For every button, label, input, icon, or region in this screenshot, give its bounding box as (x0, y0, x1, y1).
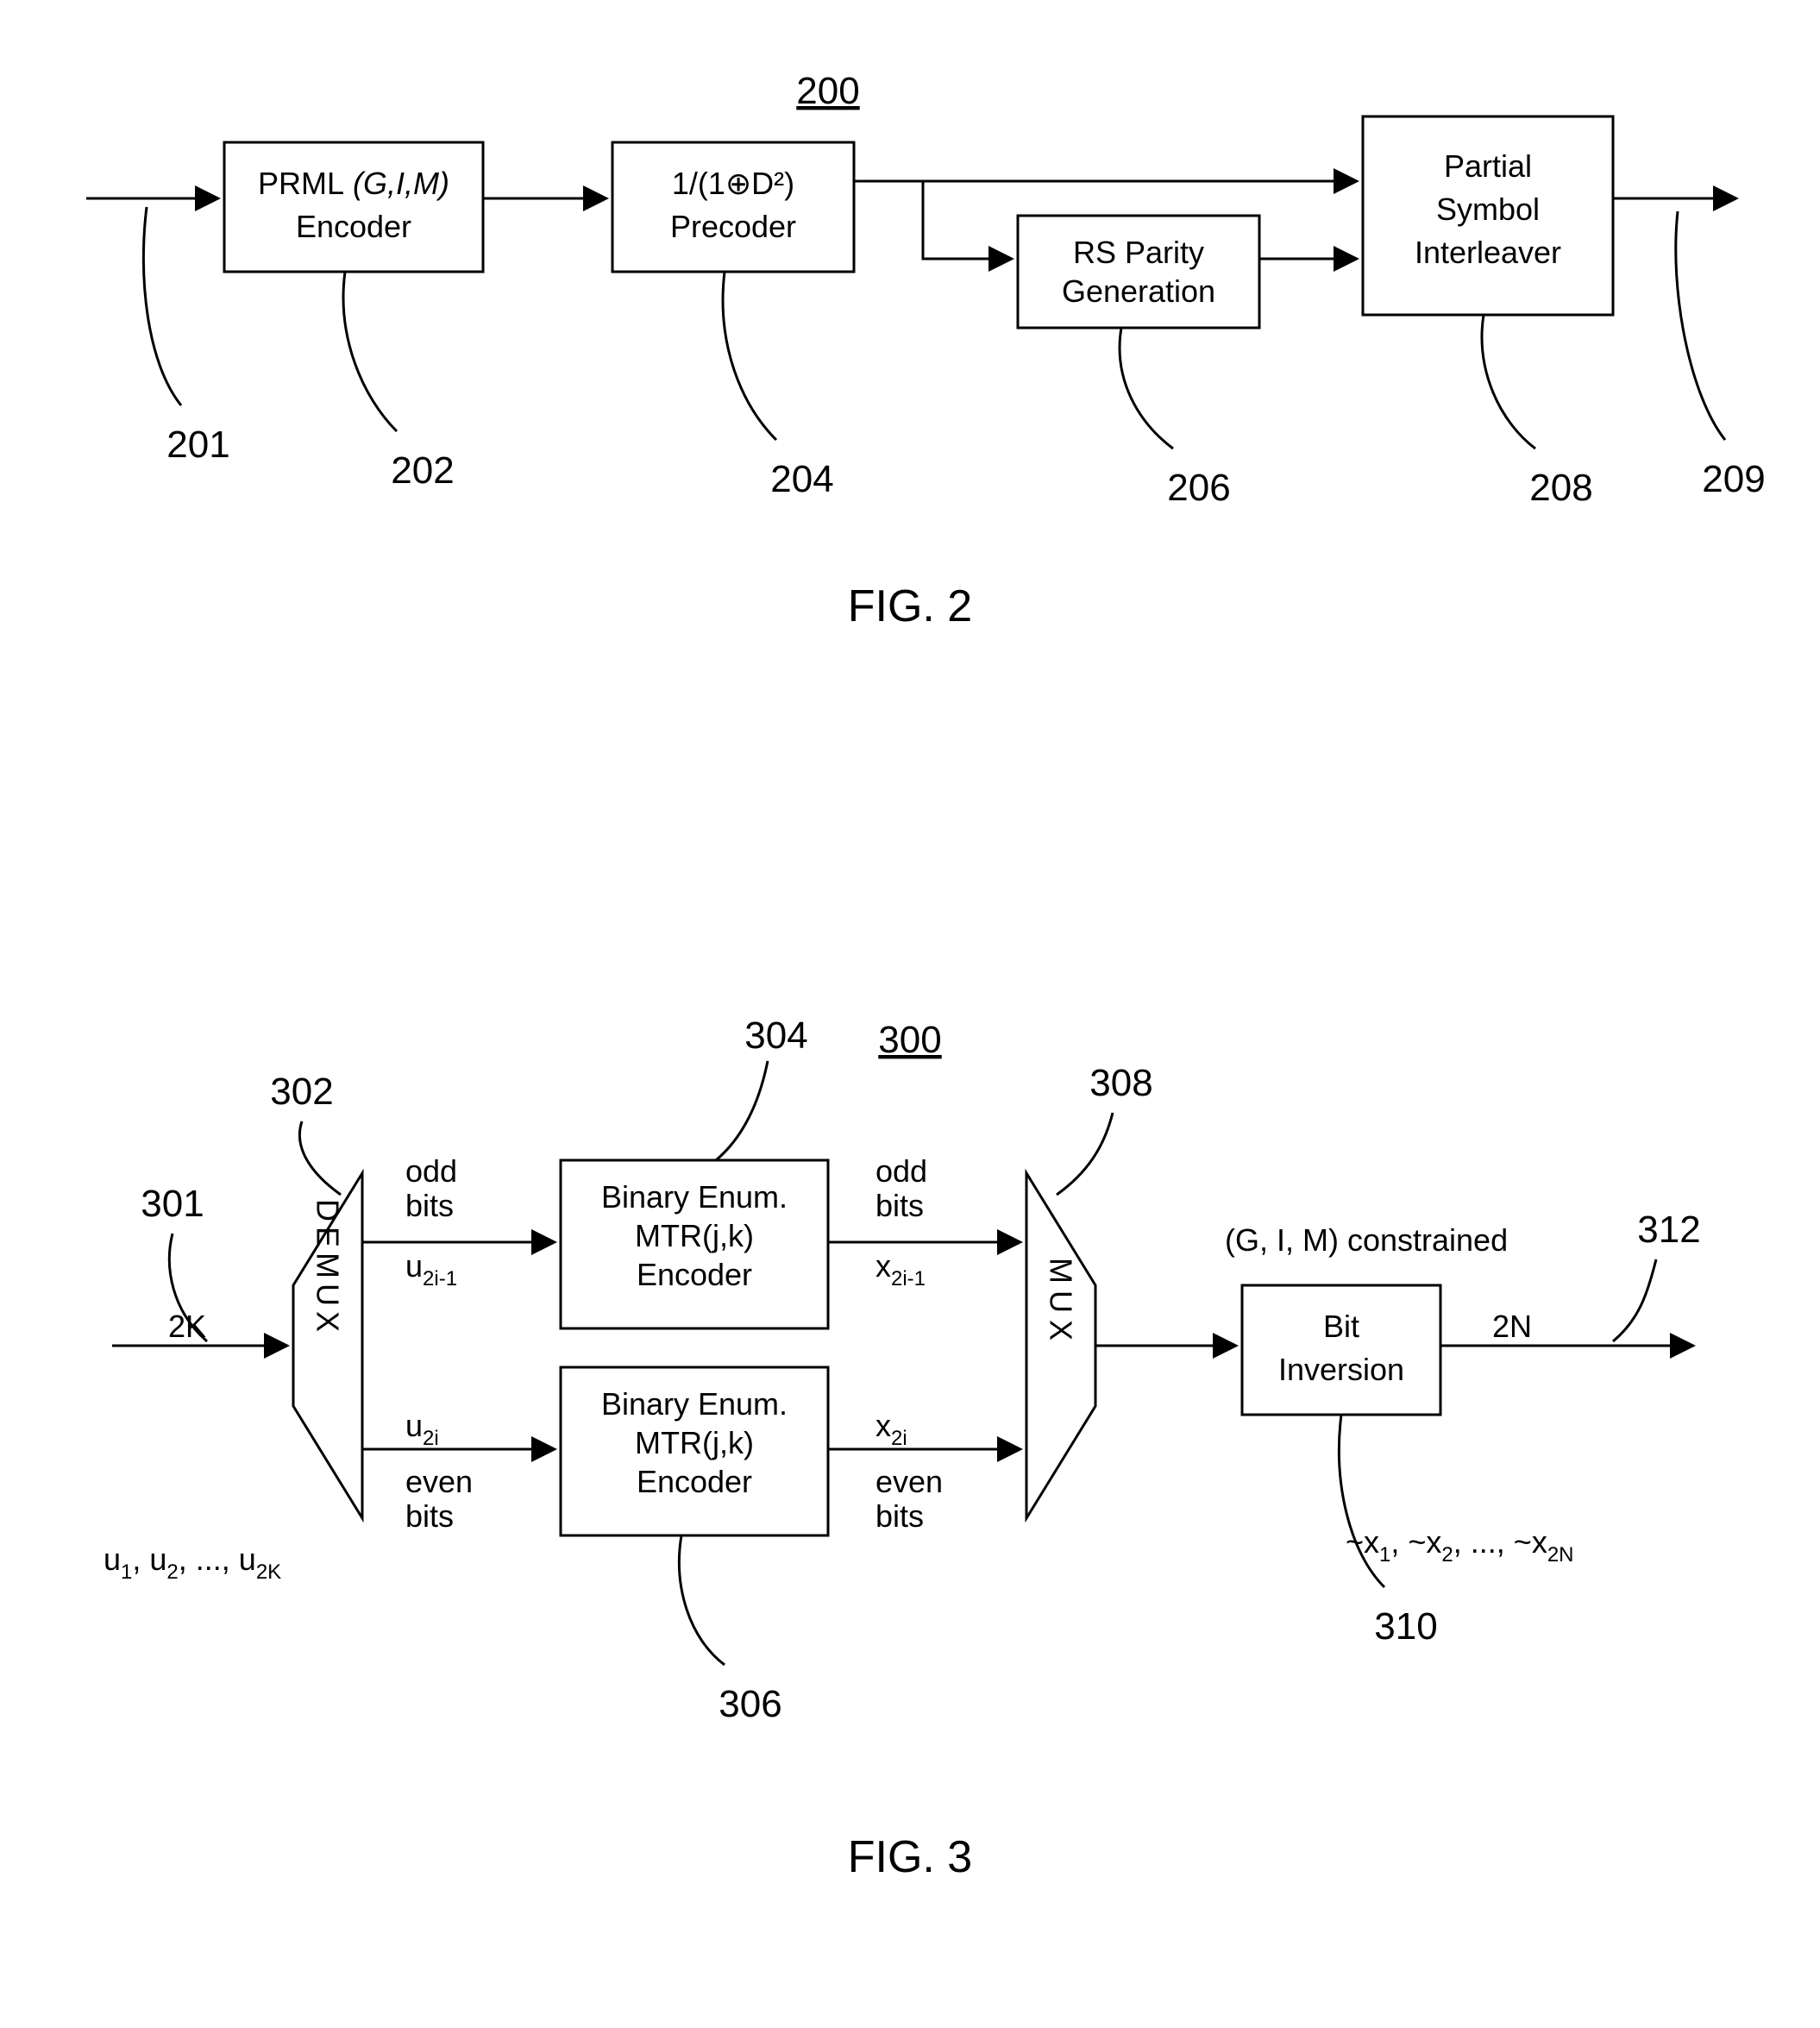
fig2-lead-201 (143, 207, 181, 405)
fig3-odd-label-1: odd (405, 1153, 457, 1189)
fig3-id: 300 (878, 1019, 941, 1061)
fig2-encoder-line2: Encoder (296, 209, 411, 244)
fig3-enc-top-l2: MTR(j,k) (635, 1218, 754, 1253)
fig3-even-out-1: even (875, 1464, 943, 1499)
fig3-lead-302 (299, 1121, 341, 1195)
fig3-even-label-1: even (405, 1464, 473, 1499)
fig3-lead-312 (1613, 1259, 1656, 1341)
fig2-group: 200 201 PRML (G,I,M) Encoder 202 1/(1⊕D²… (86, 70, 1766, 631)
fig3-enc-top-l3: Encoder (637, 1257, 752, 1292)
fig3-mux-label: MUX (1044, 1258, 1079, 1347)
fig3-enc-bot-l2: MTR(j,k) (635, 1425, 754, 1460)
fig3-enc-bot-l3: Encoder (637, 1464, 752, 1499)
fig3-bitinv-l1: Bit (1323, 1309, 1359, 1344)
fig3-enc-top-l1: Binary Enum. (601, 1179, 788, 1215)
fig2-lead-206 (1120, 328, 1173, 449)
fig2-ref-202: 202 (391, 449, 454, 492)
fig3-enc-bot-l1: Binary Enum. (601, 1386, 788, 1422)
fig2-int-line1: Partial (1444, 148, 1532, 184)
fig2-rs-line1: RS Parity (1073, 235, 1204, 270)
fig3-ref-302: 302 (270, 1071, 333, 1113)
fig3-group: 300 2K 301 u1, u2, ..., u2K DEMUX 302 od… (104, 1014, 1701, 1882)
fig3-input-seq: u1, u2, ..., u2K (104, 1541, 281, 1584)
fig3-ref-312: 312 (1637, 1209, 1700, 1251)
fig3-odd-out-2: bits (875, 1188, 924, 1223)
fig2-int-line2: Symbol (1436, 191, 1540, 227)
fig3-x-even: x2i (875, 1408, 907, 1450)
fig2-ref-209: 209 (1702, 458, 1765, 500)
fig2-ref-204: 204 (770, 458, 833, 500)
fig2-precoder-line2: Precoder (670, 209, 796, 244)
fig3-ref-308: 308 (1089, 1062, 1152, 1104)
diagram-svg: 200 201 PRML (G,I,M) Encoder 202 1/(1⊕D²… (0, 0, 1820, 2028)
fig2-precoder-box (612, 142, 854, 272)
fig3-even-label-2: bits (405, 1498, 454, 1534)
fig2-encoder-line1: PRML (G,I,M) (258, 166, 449, 201)
fig2-precoder-line1: 1/(1⊕D²) (672, 166, 794, 201)
fig2-int-line3: Interleaver (1415, 235, 1561, 270)
fig2-rs-box (1018, 216, 1259, 328)
fig3-u-odd: u2i-1 (405, 1248, 457, 1290)
fig2-encoder-box (224, 142, 483, 272)
fig2-ref-206: 206 (1167, 467, 1230, 509)
fig3-ref-306: 306 (719, 1683, 781, 1725)
fig3-lead-308 (1057, 1113, 1113, 1195)
fig3-caption: FIG. 3 (848, 1832, 972, 1882)
fig3-bitinv-box (1242, 1285, 1440, 1415)
fig3-u-even: u2i (405, 1408, 439, 1450)
fig2-ref-201: 201 (166, 424, 229, 466)
fig2-lead-208 (1482, 315, 1535, 449)
fig3-out-width: 2N (1492, 1309, 1532, 1344)
fig3-lead-310 (1339, 1415, 1384, 1587)
fig3-x-odd: x2i-1 (875, 1248, 926, 1290)
fig2-caption: FIG. 2 (848, 581, 972, 631)
fig2-id: 200 (796, 70, 859, 112)
fig3-odd-label-2: bits (405, 1188, 454, 1223)
fig3-ref-301: 301 (141, 1183, 204, 1225)
fig3-ref-310: 310 (1374, 1605, 1437, 1648)
fig3-input-width: 2K (168, 1309, 206, 1344)
fig3-bitinv-l2: Inversion (1278, 1352, 1404, 1387)
fig2-rs-line2: Generation (1062, 273, 1215, 309)
fig3-demux-label: DEMUX (311, 1199, 346, 1337)
fig3-lead-304 (716, 1061, 768, 1160)
fig2-ref-208: 208 (1529, 467, 1592, 509)
fig3-constraint: (G, I, M) constrained (1225, 1222, 1508, 1258)
fig3-odd-out-1: odd (875, 1153, 927, 1189)
fig3-even-out-2: bits (875, 1498, 924, 1534)
fig2-arrow-pre-rs (923, 181, 1009, 259)
fig2-lead-209 (1676, 211, 1725, 440)
fig3-output-seq: ~x1, ~x2, ..., ~x2N (1346, 1524, 1574, 1567)
fig2-lead-204 (723, 272, 776, 440)
fig2-lead-202 (343, 272, 397, 431)
fig3-ref-304: 304 (744, 1014, 807, 1057)
fig3-lead-306 (679, 1535, 725, 1665)
